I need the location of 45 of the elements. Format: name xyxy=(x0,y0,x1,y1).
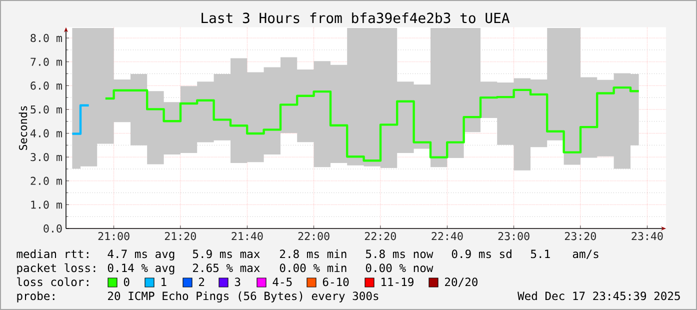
text: 6-10 xyxy=(322,278,349,286)
text: 2.65 % max xyxy=(193,264,260,272)
y-tick-label: 6.0 m xyxy=(30,82,62,90)
text: 0.00 % now xyxy=(366,264,434,272)
text: 0.00 % min xyxy=(280,263,346,272)
text: 5.1 xyxy=(530,250,550,258)
y-tick-label: 5.0 m xyxy=(30,105,62,114)
text: 3 xyxy=(234,278,240,286)
text: 20/20 xyxy=(445,278,478,288)
text: median rtt: xyxy=(16,249,88,258)
text: loss color: xyxy=(17,277,88,286)
x-tick-label: 21:40 xyxy=(232,232,263,240)
text: 20 ICMP Echo Pings (56 Bytes) every 300s xyxy=(108,291,378,302)
y-axis-title: Seconds xyxy=(18,106,28,150)
y-tick-label: 4.0 m xyxy=(30,129,62,138)
x-tick-label: 23:20 xyxy=(564,232,596,240)
x-tick-label: 22:20 xyxy=(364,232,396,240)
text: probe: xyxy=(17,291,54,302)
text: 0.14 % avg xyxy=(108,264,174,274)
text: 0 xyxy=(124,278,130,286)
text: 5.9 ms max xyxy=(192,250,260,258)
y-tick-label: 7.0 m xyxy=(30,58,62,66)
x-tick-label: 23:00 xyxy=(498,232,530,240)
text: 4-5 xyxy=(272,278,292,286)
text: am/s xyxy=(572,250,598,260)
text: 4.7 ms avg xyxy=(108,250,174,260)
y-tick-label: 3.0 m xyxy=(30,152,62,162)
text: 5.8 ms now xyxy=(366,250,434,258)
text: 11-19 xyxy=(382,278,414,286)
y-tick-label: 2.0 m xyxy=(30,176,62,185)
x-tick-label: 22:00 xyxy=(298,232,330,240)
x-tick-label: 23:40 xyxy=(632,232,663,240)
x-tick-label: 21:20 xyxy=(164,232,196,240)
x-tick-label: 21:00 xyxy=(98,232,130,240)
text: 1 xyxy=(162,278,166,286)
chart-title: Last 3 Hours from bfa39ef4e2b3 to UEA xyxy=(202,12,510,24)
text: 2 xyxy=(199,278,204,286)
text: 0.9 ms sd xyxy=(452,249,512,258)
x-tick-label: 22:40 xyxy=(432,232,463,240)
text: 2.8 ms min xyxy=(280,249,346,258)
y-tick-label: 1.0 m xyxy=(31,200,62,209)
y-tick-label: 0.0 xyxy=(44,224,62,233)
y-tick-label: 8.0 m xyxy=(30,34,62,42)
text: Wed Dec 17 23:45:39 2025 xyxy=(518,291,680,300)
text: packet loss: xyxy=(17,263,96,274)
